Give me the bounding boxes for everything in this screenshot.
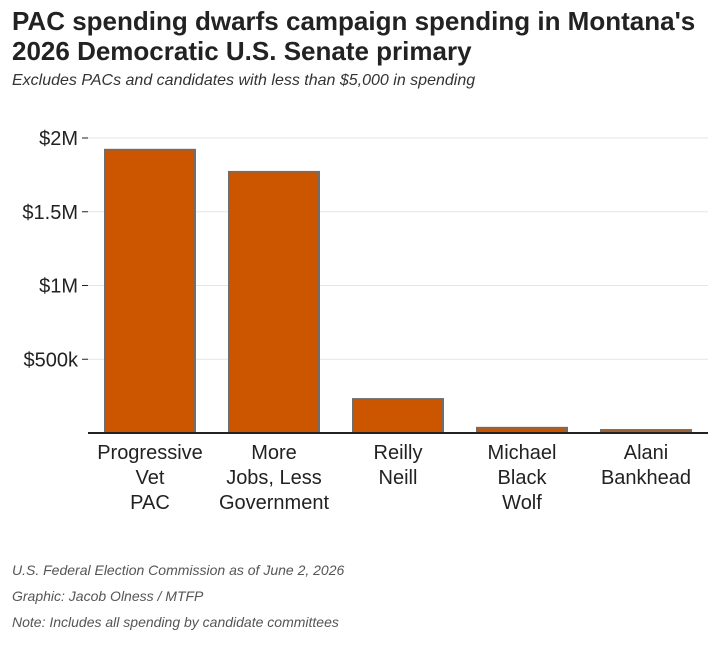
footer-source: U.S. Federal Election Commission as of J… (12, 562, 345, 578)
bar (352, 398, 444, 435)
x-category-label: Reilly Neill (374, 442, 423, 489)
bar (104, 148, 196, 435)
x-category-label: More Jobs, Less Government (219, 442, 329, 514)
chart-title: PAC spending dwarfs campaign spending in… (12, 6, 696, 66)
x-category-label: Progressive Vet PAC (97, 442, 203, 514)
y-tick-label: $500k (24, 349, 79, 371)
footer-note: Note: Includes all spending by candidate… (12, 614, 339, 630)
x-category-label: Alani Bankhead (601, 442, 691, 489)
y-tick-label: $2M (39, 128, 78, 150)
footer-graphic-credit: Graphic: Jacob Olness / MTFP (12, 588, 204, 604)
y-tick-label: $1M (39, 276, 78, 298)
chart-subtitle: Excludes PACs and candidates with less t… (12, 72, 476, 89)
y-tick-label: $1.5M (22, 202, 78, 224)
x-category-label: Michael Black Wolf (488, 442, 557, 514)
bar (228, 170, 320, 435)
